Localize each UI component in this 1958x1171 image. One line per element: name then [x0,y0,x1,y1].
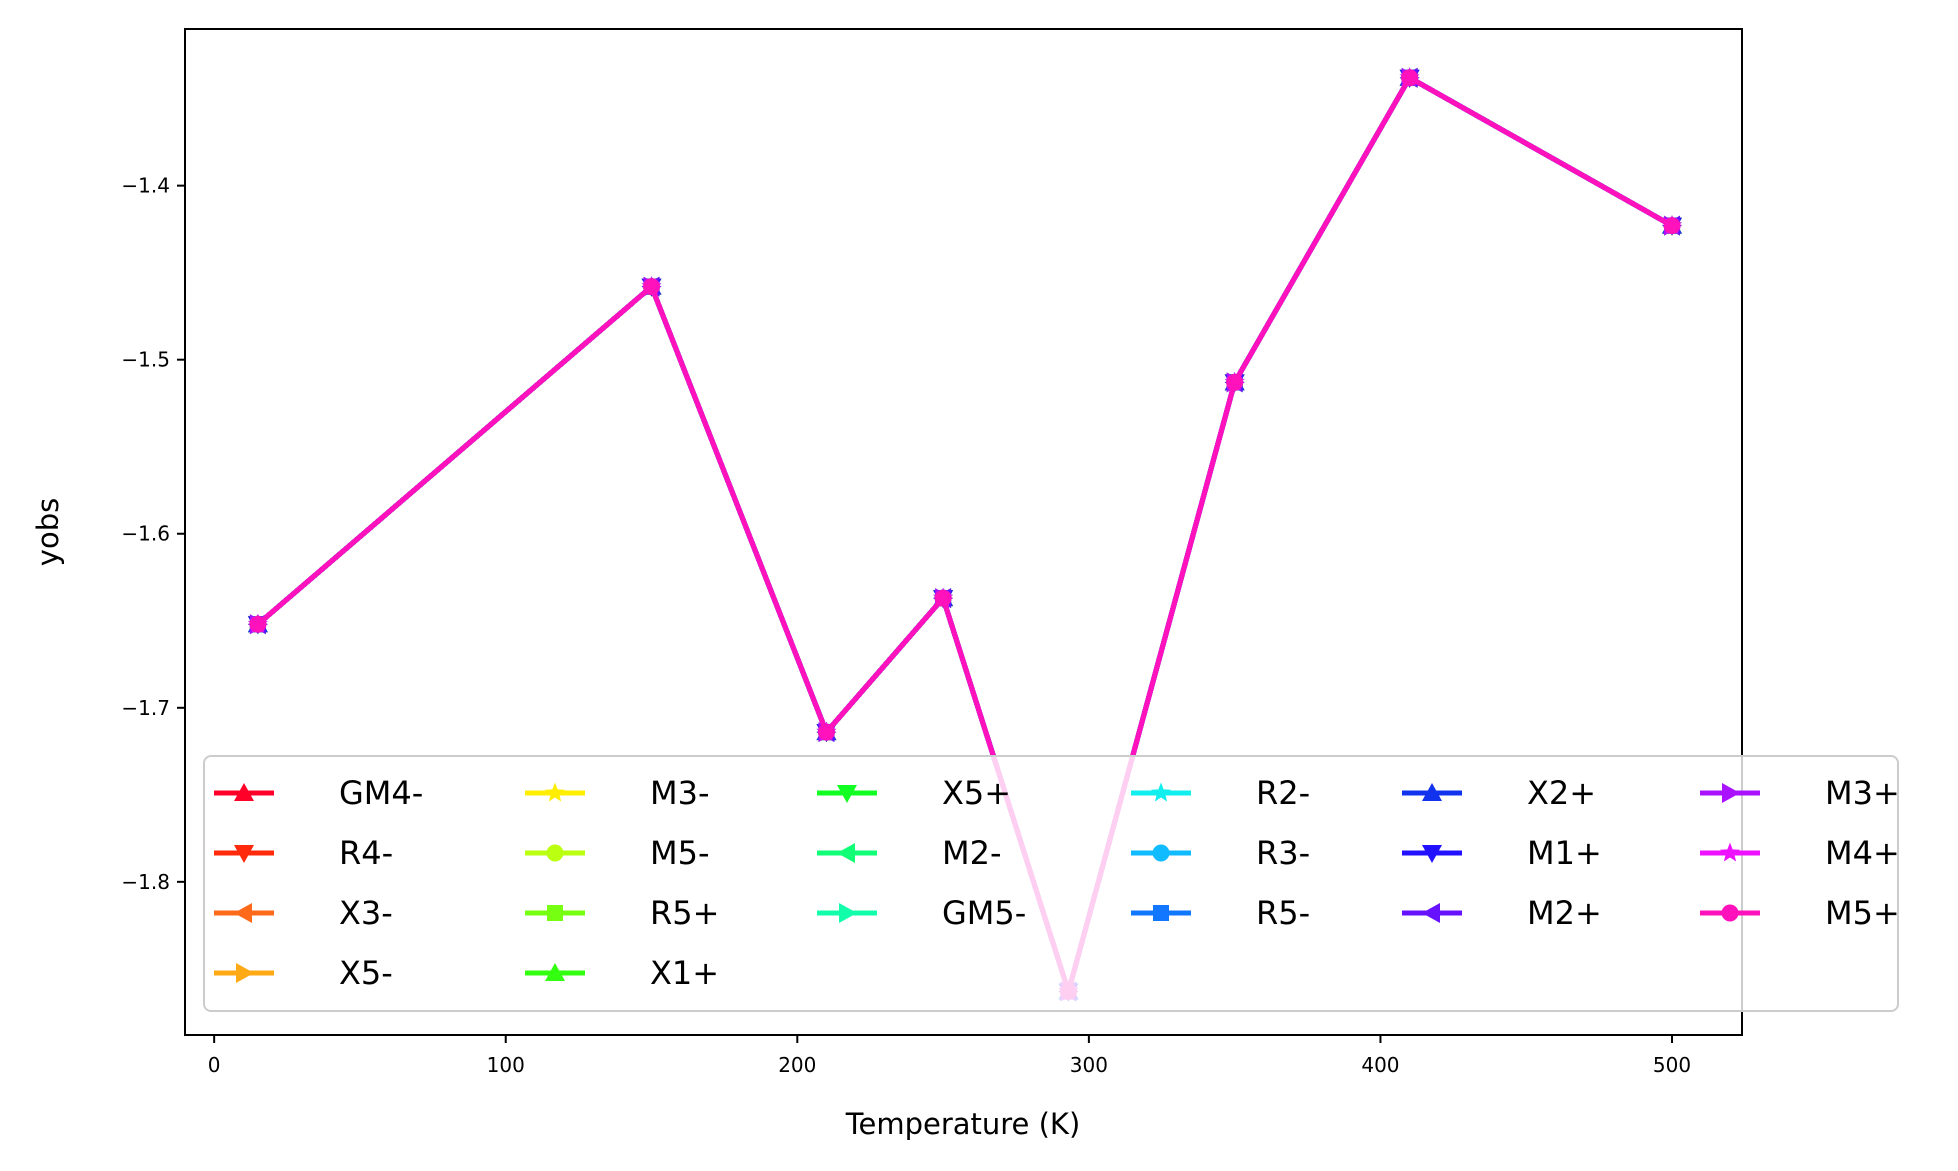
legend-item[interactable]: R4- [214,834,393,872]
legend-item[interactable]: M4+ [1700,834,1900,872]
legend-marker-icon [234,903,252,923]
legend-item[interactable]: X1+ [525,954,719,992]
legend-marker-icon [1422,903,1440,923]
legend-label: X3- [339,894,393,932]
legend-marker-icon [839,903,857,923]
legend-marker-icon [545,782,565,802]
legend-label: M2+ [1527,894,1602,932]
x-tick-label: 0 [208,1053,221,1077]
legend-item[interactable]: X2+ [1402,774,1596,812]
legend-marker-icon [234,783,254,801]
legend-label: M5- [650,834,710,872]
legend-label: M4+ [1825,834,1900,872]
legend-marker-icon [837,785,857,803]
legend-label: GM5- [942,894,1026,932]
legend-item[interactable]: M5- [525,834,710,872]
legend-item[interactable]: M1+ [1402,834,1602,872]
data-point [1663,217,1681,235]
legend-items: GM4- R4- X3- X5- M3- M5- R5+ X1+ X5+ M2- GM5- R2- R3… [214,774,1900,992]
y-tick-label: −1.7 [121,696,170,720]
legend-marker-icon [1720,842,1740,862]
legend-label: R3- [1256,834,1310,872]
legend-label: M5+ [1825,894,1900,932]
legend-marker-icon [236,963,254,983]
legend-label: X5- [339,954,393,992]
legend-item[interactable]: GM5- [817,894,1026,932]
legend-marker-icon [1152,844,1170,862]
data-point [934,589,952,607]
legend-label: X2+ [1527,774,1596,812]
x-tick-label: 200 [778,1053,816,1077]
legend-item[interactable]: M2+ [1402,894,1602,932]
legend: GM4- R4- X3- X5- M3- M5- R5+ X1+ X5+ M2- GM5- R2- R3… [203,755,1900,1012]
legend-label: GM4- [339,774,423,812]
legend-marker-icon [837,843,855,863]
data-point [1226,373,1244,391]
x-axis-ticks: 0 100 200 300 400 500 [208,1035,1691,1077]
legend-item[interactable]: M2- [817,834,1002,872]
legend-label: X5+ [942,774,1011,812]
legend-item[interactable]: M3+ [1700,774,1900,812]
x-tick-label: 500 [1653,1053,1691,1077]
legend-label: M3- [650,774,710,812]
data-point [249,615,267,633]
legend-label: M2- [942,834,1002,872]
legend-label: R5- [1256,894,1310,932]
legend-item[interactable]: R3- [1131,834,1310,872]
legend-item[interactable]: R5- [1131,894,1310,932]
y-axis-ticks: −1.8 −1.7 −1.6 −1.5 −1.4 [121,174,185,894]
plot-frame [184,28,1743,1036]
x-tick-label: 300 [1070,1053,1108,1077]
legend-marker-icon [1422,845,1442,863]
data-point [1401,69,1419,87]
legend-item[interactable]: M3- [525,774,710,812]
data-point [817,723,835,741]
legend-item[interactable]: X3- [214,894,393,932]
legend-label: R5+ [650,894,719,932]
legend-label: R2- [1256,774,1310,812]
legend-item[interactable]: M5+ [1700,894,1900,932]
legend-marker-icon [1153,905,1169,921]
x-axis-label: Temperature (K) [845,1107,1081,1141]
y-axis-label: yobs [31,498,65,566]
y-tick-label: −1.8 [121,870,170,894]
legend-label: M1+ [1527,834,1602,872]
legend-label: R4- [339,834,393,872]
legend-item[interactable]: X5- [214,954,393,992]
y-tick-label: −1.4 [121,174,170,198]
x-tick-label: 400 [1361,1053,1399,1077]
y-tick-label: −1.6 [121,522,170,546]
legend-marker-icon [234,845,254,863]
legend-item[interactable]: GM4- [214,774,423,812]
legend-label: M3+ [1825,774,1900,812]
y-tick-label: −1.5 [121,348,170,372]
legend-marker-icon [545,963,565,981]
legend-marker-icon [1721,904,1739,922]
x-tick-label: 100 [487,1053,525,1077]
legend-item[interactable]: R5+ [525,894,719,932]
legend-item[interactable]: X5+ [817,774,1011,812]
legend-box [203,755,1899,1012]
legend-marker-icon [546,844,564,862]
legend-marker-icon [1422,783,1442,801]
data-point [643,278,661,296]
legend-label: X1+ [650,954,719,992]
legend-marker-icon [547,905,563,921]
legend-marker-icon [1151,782,1171,802]
legend-marker-icon [1722,783,1740,803]
legend-item[interactable]: R2- [1131,774,1310,812]
